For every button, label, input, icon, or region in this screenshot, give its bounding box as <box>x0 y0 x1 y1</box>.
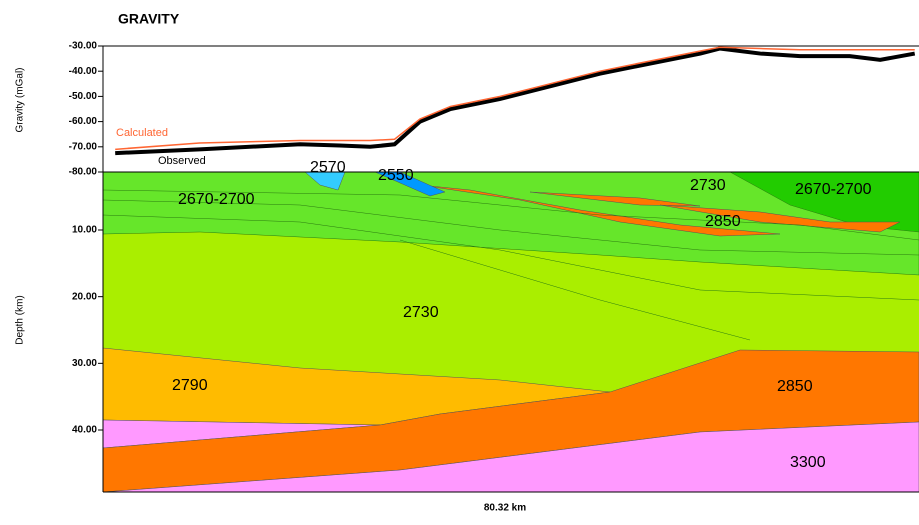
body <box>659 204 901 233</box>
y-tick-label: 40.00 <box>72 425 97 436</box>
body <box>529 191 701 207</box>
y-tick-label: -40.00 <box>69 66 98 77</box>
chart-title: GRAVITY <box>118 11 180 27</box>
series-line <box>115 46 916 156</box>
y-axis-title: Gravity (mGal) <box>15 68 26 133</box>
density-label: 2730 <box>403 304 439 321</box>
density-label: 2670-2700 <box>795 181 872 198</box>
y-tick-label: 10.00 <box>72 225 97 236</box>
y-tick-label: -60.00 <box>69 116 98 127</box>
y-tick-label: -30.00 <box>69 41 98 52</box>
legend-entry: Observed <box>158 155 206 167</box>
y-tick-label: -70.00 <box>69 141 98 152</box>
section-bodies <box>102 171 919 493</box>
density-label: 3300 <box>790 454 826 471</box>
legend-entry: Calculated <box>116 127 168 139</box>
y-tick-label: 20.00 <box>72 291 97 302</box>
body <box>419 184 781 237</box>
series-line <box>115 46 915 151</box>
density-label: 2790 <box>172 377 208 394</box>
x-axis-title: 80.32 km <box>484 503 526 514</box>
density-label: 2570 <box>310 159 346 176</box>
density-label: 2550 <box>378 167 414 184</box>
y-tick-label: -50.00 <box>69 91 98 102</box>
y-tick-label: -80.00 <box>69 167 98 178</box>
y-tick-label: 30.00 <box>72 358 97 369</box>
body <box>102 171 919 276</box>
density-label: 2850 <box>705 213 741 230</box>
y-axis-title: Depth (km) <box>15 295 26 344</box>
density-label: 2730 <box>690 177 726 194</box>
density-label: 2670-2700 <box>178 191 255 208</box>
density-label: 2850 <box>777 378 813 395</box>
